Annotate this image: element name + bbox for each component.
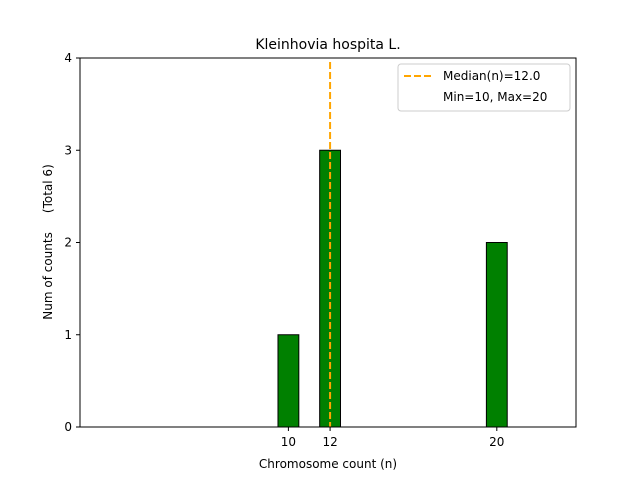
y-tick-label: 4 <box>64 51 72 65</box>
y-axis-label: Num of counts (Total 6) <box>41 164 55 319</box>
x-tick-label: 20 <box>489 435 504 449</box>
x-tick-label: 12 <box>322 435 337 449</box>
legend-box <box>397 63 571 112</box>
legend-entry: Median(n)=12.0 <box>443 69 540 83</box>
y-ticks: 0 1 2 3 4 <box>64 51 80 434</box>
y-tick-label: 2 <box>64 236 72 250</box>
bar-10 <box>277 334 300 428</box>
legend: Median(n)=12.0 Min=10, Max=20 <box>397 63 571 112</box>
x-axis-label: Chromosome count (n) <box>259 457 397 471</box>
legend-entry: Min=10, Max=20 <box>443 90 547 104</box>
x-ticks: 10 12 20 <box>281 427 504 449</box>
y-tick-label: 3 <box>64 143 72 157</box>
y-tick-label: 1 <box>64 328 72 342</box>
chart-title: Kleinhovia hospita L. <box>255 37 400 53</box>
bar-20 <box>485 242 508 428</box>
bars <box>87 149 566 428</box>
x-tick-label: 10 <box>281 435 296 449</box>
y-tick-label: 0 <box>64 420 72 434</box>
